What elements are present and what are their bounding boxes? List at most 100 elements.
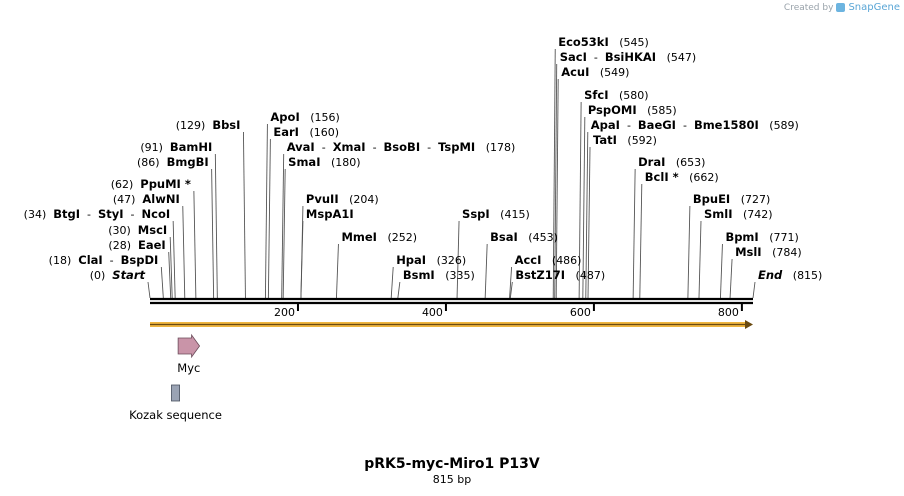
enzyme-name: ApoI	[270, 110, 299, 124]
feature-kozak-sequence[interactable]: Kozak sequence	[129, 384, 222, 422]
site-position: (662)	[679, 171, 719, 184]
site-label-msci[interactable]: (30) MscI	[108, 223, 167, 237]
site-label-clai[interactable]: (18) ClaI - BspDI	[49, 253, 159, 267]
site-line	[267, 138, 271, 299]
site-line	[214, 153, 218, 299]
site-line	[182, 205, 186, 299]
site-position: (160)	[299, 126, 339, 139]
site-position: (415)	[490, 208, 530, 221]
feature-track[interactable]: Myc Kozak sequence	[129, 333, 222, 422]
site-line	[484, 243, 488, 299]
feature-label: Kozak sequence	[129, 408, 222, 422]
ruler: 200 400 600 800	[274, 304, 743, 319]
enzyme-name: End	[758, 268, 783, 282]
enzyme-name: ClaI	[78, 253, 102, 267]
site-label-apoi[interactable]: ApoI (156)	[270, 110, 339, 124]
enzyme-name: BpuEI	[693, 192, 730, 206]
site-label-start[interactable]: (0) Start	[90, 268, 146, 282]
site-label-end[interactable]: End (815)	[758, 268, 822, 282]
site-label-eco53ki[interactable]: Eco53kI (545)	[558, 35, 649, 49]
orf-track[interactable]	[150, 320, 753, 329]
enzyme-name: MmeI	[341, 230, 377, 244]
enzyme-name: TspMI	[438, 140, 475, 154]
site-label-alwni[interactable]: (47) AlwNI	[113, 192, 180, 206]
site-position: (18)	[49, 254, 79, 267]
site-line	[752, 281, 756, 299]
map-length: 815 bp	[432, 473, 472, 486]
site-label-saci[interactable]: SacI - BsiHKAI (547)	[560, 50, 696, 64]
credit-brand: SnapGene	[848, 2, 900, 13]
site-separator: -	[80, 208, 98, 221]
site-label-acci[interactable]: AccI (486)	[515, 253, 582, 267]
enzyme-name: BsaI	[490, 230, 518, 244]
site-line	[729, 258, 733, 299]
site-label-msli[interactable]: MslI (784)	[735, 245, 802, 259]
site-label-mmei[interactable]: MmeI (252)	[341, 230, 417, 244]
site-label-bbsi[interactable]: (129) BbsI	[176, 118, 241, 132]
site-position: (156)	[300, 111, 340, 124]
site-label-bmgbi[interactable]: (86) BmgBI	[137, 155, 209, 169]
site-line	[456, 220, 460, 299]
site-label-ppumi[interactable]: (62) PpuMI *	[111, 177, 191, 191]
orf-arrowhead-icon	[745, 320, 753, 329]
site-line	[169, 236, 173, 299]
site-label-bsmi[interactable]: BsmI (335)	[403, 268, 475, 282]
site-label-eaei[interactable]: (28) EaeI	[108, 238, 165, 252]
map-title: pRK5-myc-Miro1 P13V	[364, 456, 540, 472]
site-label-tati[interactable]: TatI (592)	[593, 133, 657, 147]
site-line	[193, 190, 197, 299]
site-label-smai[interactable]: SmaI (180)	[288, 155, 360, 169]
site-lines	[147, 48, 756, 299]
site-label-bpmi[interactable]: BpmI (771)	[725, 230, 798, 244]
site-line	[160, 266, 164, 299]
site-labels[interactable]: (0) Start(18) ClaI - BspDI(28) EaeI(30) …	[24, 35, 823, 282]
site-position: (0)	[90, 269, 113, 282]
site-label-eari[interactable]: EarI (160)	[273, 125, 339, 139]
site-line	[282, 168, 286, 299]
enzyme-name: StyI	[98, 207, 124, 221]
enzyme-name: PpuMI *	[140, 177, 191, 191]
enzyme-name: BtgI	[53, 207, 80, 221]
enzyme-name: MslI	[735, 245, 762, 259]
site-label-pspomi[interactable]: PspOMI (585)	[588, 103, 677, 117]
site-label-hpai[interactable]: HpaI (326)	[396, 253, 466, 267]
site-label-btgi[interactable]: (34) BtgI - StyI - NcoI	[24, 207, 170, 221]
site-label-bsai[interactable]: BsaI (453)	[490, 230, 558, 244]
site-label-sfci[interactable]: SfcI (580)	[584, 88, 648, 102]
site-label-mspa1i[interactable]: MspA1I	[306, 207, 354, 221]
site-label-bcli[interactable]: BclI * (662)	[645, 170, 719, 184]
site-position: (34)	[24, 208, 54, 221]
site-position: (487)	[565, 269, 605, 282]
site-line	[554, 63, 558, 299]
enzyme-name: HpaI	[396, 253, 426, 267]
site-line	[552, 48, 556, 299]
site-label-pvuii[interactable]: PvuII (204)	[306, 192, 379, 206]
site-label-drai[interactable]: DraI (653)	[638, 155, 705, 169]
site-label-acui[interactable]: AcuI (549)	[561, 65, 629, 79]
site-line	[168, 251, 172, 299]
enzyme-name: BsiHKAI	[605, 50, 656, 64]
site-label-smli[interactable]: SmlI (742)	[704, 207, 773, 221]
site-position: (30)	[108, 224, 138, 237]
enzyme-name: ApaI	[591, 118, 620, 132]
enzyme-name: XmaI	[333, 140, 366, 154]
site-label-bpuei[interactable]: BpuEI (727)	[693, 192, 770, 206]
feature-myc[interactable]: Myc	[177, 333, 200, 375]
site-position: (549)	[589, 66, 629, 79]
enzyme-name: EaeI	[138, 238, 166, 252]
site-line	[300, 220, 304, 299]
enzyme-name: AcuI	[561, 65, 589, 79]
site-line	[578, 101, 582, 299]
site-position: (580)	[609, 89, 649, 102]
site-label-sspi[interactable]: SspI (415)	[462, 207, 530, 221]
site-label-bamhi[interactable]: (91) BamHI	[140, 140, 212, 154]
site-line	[632, 168, 636, 299]
enzyme-name: Eco53kI	[558, 35, 609, 49]
site-label-bstz17i[interactable]: BstZ17I (487)	[515, 268, 605, 282]
site-separator: -	[420, 141, 438, 154]
enzyme-name: SmlI	[704, 207, 733, 221]
site-label-apai[interactable]: ApaI - BaeGI - Bme1580I (589)	[591, 118, 799, 132]
site-label-avai[interactable]: AvaI - XmaI - BsoBI - TspMI (178)	[287, 140, 516, 154]
site-position: (742)	[732, 208, 772, 221]
